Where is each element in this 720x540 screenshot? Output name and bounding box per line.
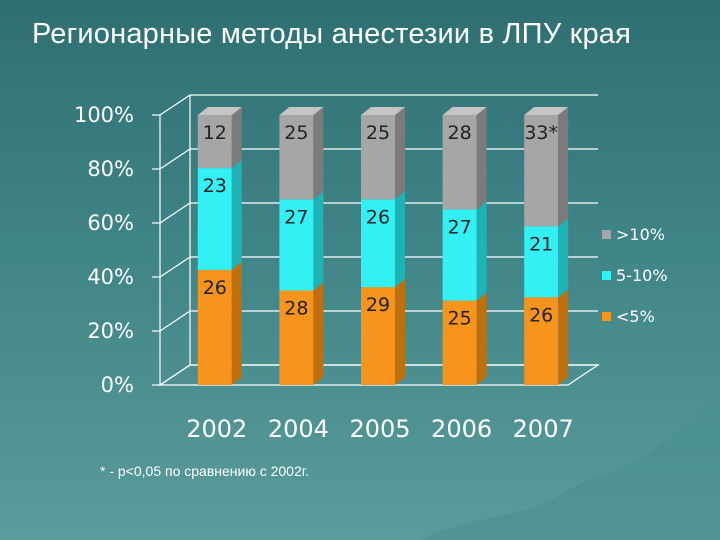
bar-segment-side [395, 107, 405, 200]
data-label: 25 [366, 122, 390, 144]
x-category-label: 2005 [349, 415, 410, 443]
legend-label: <5% [616, 307, 655, 326]
bar-segment-side [313, 107, 324, 200]
decorative-wave [420, 395, 720, 540]
data-label: 33* [524, 122, 558, 144]
footnote: * - р<0,05 по сравнению с 2002г. [100, 463, 310, 479]
legend-swatch [602, 230, 611, 239]
data-label: 28 [448, 122, 472, 144]
slide-title: Регионарные методы анестезии в ЛПУ края [32, 18, 632, 50]
bar-segment-side [476, 107, 487, 210]
bar-segment-side [313, 282, 324, 385]
gridline-depth [159, 94, 191, 116]
legend-label: >10% [616, 225, 665, 244]
bar-top-face [361, 107, 405, 115]
gridline-depth [159, 256, 191, 278]
bar-segment-side [558, 218, 569, 298]
bar-top-face [279, 107, 324, 115]
legend-swatch [602, 312, 611, 321]
x-category-label: 2004 [268, 415, 329, 443]
bar-segment [524, 115, 559, 227]
data-label: 27 [284, 206, 308, 228]
bar-segment [442, 115, 477, 210]
legend-label: 5-10% [616, 266, 668, 285]
y-tick-label: 40% [87, 265, 134, 289]
gridline-depth [159, 148, 191, 170]
data-label: 25 [448, 308, 472, 330]
gridline-depth [159, 310, 191, 332]
bar-segment-side [476, 292, 487, 385]
y-tick-label: 80% [87, 157, 134, 181]
data-label: 27 [448, 217, 472, 239]
data-label: 21 [529, 233, 553, 255]
bar-segment [279, 199, 314, 291]
data-label: 26 [366, 206, 390, 228]
bar-segment [197, 168, 232, 270]
x-category-label: 2006 [431, 415, 492, 443]
x-category-label: 2007 [513, 415, 574, 443]
bar-segment [524, 297, 559, 385]
bar-segment [361, 115, 395, 200]
bar-segment [442, 209, 477, 301]
bar-segment [197, 269, 232, 385]
bar-segment [361, 199, 395, 288]
gridline-depth [159, 202, 191, 224]
data-label: 23 [203, 175, 227, 197]
bar-segment [524, 226, 559, 298]
y-tick-label: 0% [101, 373, 134, 397]
bar-top-face [524, 107, 569, 115]
bar-segment-side [395, 279, 405, 385]
bar-segment-side [231, 261, 242, 385]
bar-segment-side [558, 289, 569, 385]
bar-top-face [197, 107, 242, 115]
y-tick-label: 100% [74, 103, 134, 127]
data-label: 29 [366, 294, 390, 316]
data-label: 12 [203, 122, 227, 144]
y-tick-label: 20% [87, 319, 134, 343]
bar-segment-side [395, 191, 405, 288]
bar-segment-side [476, 201, 487, 301]
x-category-label: 2002 [186, 415, 247, 443]
bar-segment [279, 115, 314, 200]
data-label: 26 [529, 304, 553, 326]
legend-swatch [602, 271, 611, 280]
bar-segment [197, 115, 232, 169]
bar-segment-side [231, 160, 242, 270]
data-label: 28 [284, 298, 308, 320]
y-tick-label: 60% [87, 211, 134, 235]
bar-top-face [442, 107, 487, 115]
bar-segment-side [313, 191, 324, 291]
bar-segment-side [558, 107, 569, 227]
chart-floor [158, 364, 600, 386]
data-label: 25 [284, 122, 308, 144]
bar-segment [442, 300, 477, 385]
bar-segment [279, 290, 314, 385]
bar-segment [361, 287, 395, 385]
data-label: 26 [203, 277, 227, 299]
bar-segment-side [231, 107, 242, 169]
